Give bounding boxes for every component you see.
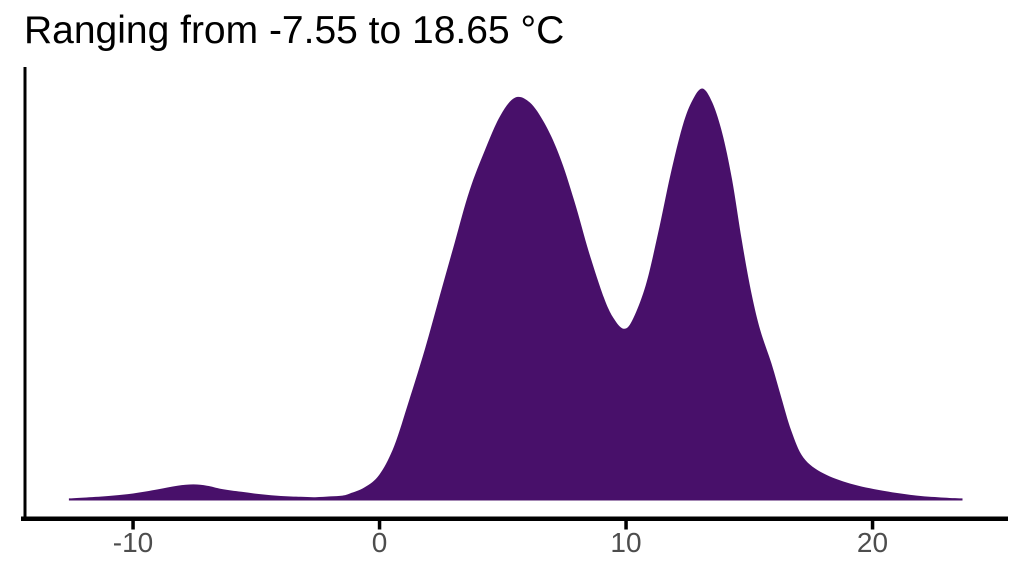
density-area bbox=[68, 88, 963, 501]
x-tick-mark bbox=[377, 521, 382, 530]
x-tick-mark bbox=[131, 521, 135, 530]
x-tick-mark bbox=[870, 521, 875, 530]
x-tick-label: 10 bbox=[610, 527, 642, 558]
x-tick-label: -10 bbox=[112, 527, 154, 558]
x-tick-label: 20 bbox=[856, 527, 889, 558]
chart-title: Ranging from -7.55 to 18.65 °C bbox=[24, 9, 565, 52]
x-axis-line bbox=[21, 516, 1008, 521]
x-tick-mark bbox=[624, 521, 628, 530]
x-tick-label: 0 bbox=[371, 527, 388, 558]
y-axis-line bbox=[23, 67, 27, 521]
x-axis-ticks bbox=[131, 521, 875, 530]
